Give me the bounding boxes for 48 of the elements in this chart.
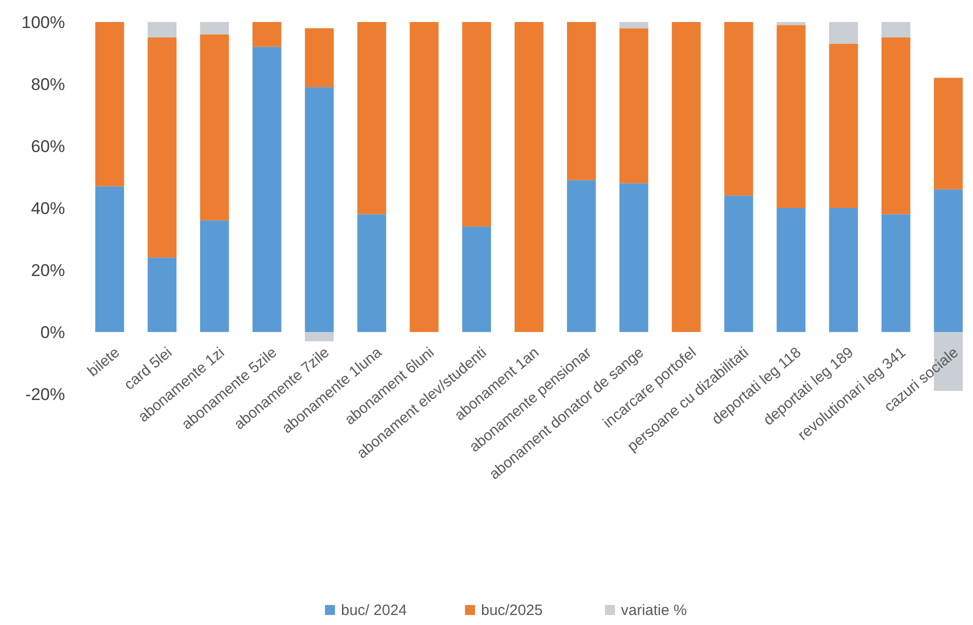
y-tick-label: 60% [30, 136, 65, 156]
bar [776, 22, 806, 26]
bar [200, 34, 229, 220]
bar [567, 180, 596, 332]
bar [357, 22, 386, 214]
bar [934, 78, 963, 190]
bar [304, 28, 334, 88]
bar [304, 87, 334, 332]
y-tick-label: -20% [25, 384, 65, 404]
bar [567, 22, 596, 180]
y-tick-label: 80% [30, 74, 65, 94]
bar [619, 183, 648, 332]
bar [252, 46, 282, 332]
y-tick-label: 20% [30, 260, 65, 280]
y-tick-label: 0% [40, 322, 65, 342]
bar [829, 208, 858, 332]
bar [462, 22, 491, 227]
bar [200, 22, 229, 34]
bar [829, 22, 858, 44]
bar [304, 332, 334, 342]
bar [148, 258, 176, 332]
bar [619, 22, 648, 28]
bar [776, 208, 806, 332]
bar [934, 189, 963, 332]
bar [357, 214, 386, 332]
bar [252, 22, 282, 47]
bar [619, 28, 648, 184]
bar [776, 25, 806, 208]
bar [95, 22, 124, 186]
bar [882, 38, 910, 214]
bar [410, 22, 439, 332]
bar [724, 196, 754, 332]
legend-label: variatie % [621, 602, 687, 619]
bar [882, 214, 910, 332]
legend-label: buc/ 2024 [341, 602, 407, 619]
bar [672, 22, 701, 332]
bar [724, 22, 754, 196]
bar [882, 22, 910, 38]
y-tick-label: 100% [22, 12, 65, 32]
bar [514, 22, 544, 332]
bar [829, 44, 858, 208]
bar [95, 186, 124, 332]
legend-label: buc/2025 [481, 602, 543, 619]
y-tick-label: 40% [30, 198, 65, 218]
bar [200, 220, 229, 332]
bar [462, 226, 491, 332]
bar [148, 22, 176, 38]
bar [148, 38, 176, 258]
